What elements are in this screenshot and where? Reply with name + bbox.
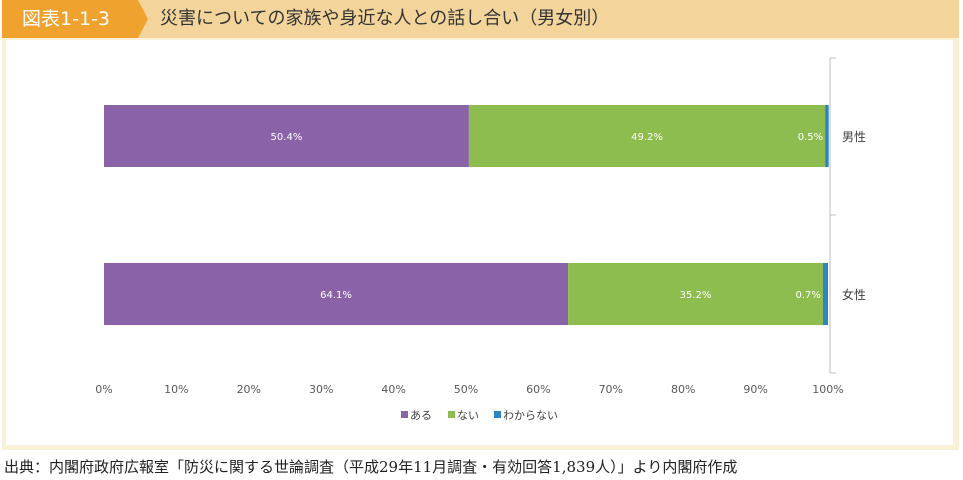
data-label: 0.7% xyxy=(796,290,821,301)
x-tick-label: 20% xyxy=(237,383,261,396)
bar-segment-aru-male xyxy=(104,105,469,167)
data-label: 0.5% xyxy=(798,132,823,143)
data-label: 50.4% xyxy=(271,132,303,143)
data-label: 35.2% xyxy=(680,290,712,301)
x-tick-label: 60% xyxy=(526,383,550,396)
x-tick-label: 40% xyxy=(381,383,405,396)
figure-number-badge: 図表1-1-3 xyxy=(2,0,148,38)
x-tick-label: 30% xyxy=(309,383,333,396)
data-label: 49.2% xyxy=(631,132,663,143)
legend-swatch-0 xyxy=(401,411,408,418)
legend-label: ある xyxy=(410,409,432,422)
legend-swatch-1 xyxy=(448,411,455,418)
bar-segment-nai-male xyxy=(468,105,826,167)
bar-segment-wakaranai-male xyxy=(825,105,829,167)
bar-segment-wakaranai-female xyxy=(822,263,828,325)
x-tick-label: 10% xyxy=(164,383,188,396)
source-note: 出典：内閣府政府広報室「防災に関する世論調査（平成29年11月調査・有効回答1,… xyxy=(4,458,738,476)
figure-frame: 図表1-1-3 災害についての家族や身近な人との話し合い（男女別） 50.4% 4… xyxy=(2,0,959,450)
stacked-bar-chart: 50.4% 49.2% 0.5% 男性 64.1% 35.2% 0.7% 女性 0% 10% 20%… xyxy=(95,57,866,422)
data-label: 64.1% xyxy=(320,290,352,301)
x-tick-label: 90% xyxy=(743,383,767,396)
x-tick-label: 100% xyxy=(812,383,843,396)
category-label-male: 男性 xyxy=(842,130,866,144)
bar-segment-nai-female xyxy=(568,263,823,325)
x-tick-label: 0% xyxy=(95,383,112,396)
category-label-female: 女性 xyxy=(842,287,866,302)
bar-segment-aru-female xyxy=(104,263,569,325)
chart-area: 50.4% 49.2% 0.5% 男性 64.1% 35.2% 0.7% 女性 0% 10% 20%… xyxy=(6,40,953,445)
figure-title: 災害についての家族や身近な人との話し合い（男女別） xyxy=(160,8,610,29)
legend-label: ない xyxy=(457,409,479,422)
x-tick-label: 80% xyxy=(671,383,695,396)
figure-header: 図表1-1-3 災害についての家族や身近な人との話し合い（男女別） xyxy=(2,0,959,38)
legend-label: わからない xyxy=(503,409,558,422)
x-tick-label: 70% xyxy=(599,383,623,396)
legend-swatch-2 xyxy=(494,411,501,418)
x-tick-label: 50% xyxy=(454,383,478,396)
